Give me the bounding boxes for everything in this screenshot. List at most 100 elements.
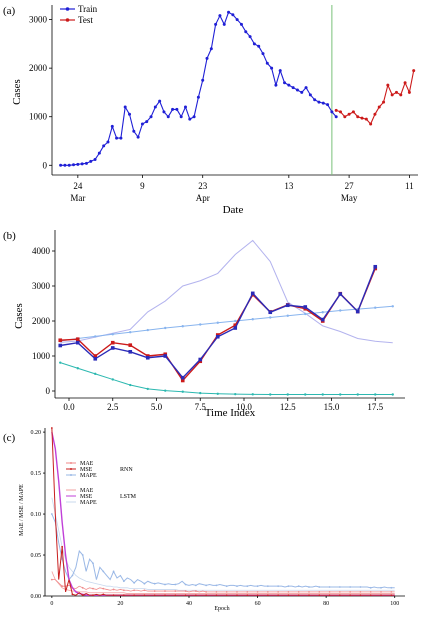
chart-a-point-train: [119, 136, 123, 140]
chart-a-point-train: [231, 13, 235, 17]
chart-c-point-rnn-mae: [153, 590, 156, 592]
chart-c-point-rnn-mape: [112, 570, 115, 573]
chart-a-point-train: [175, 107, 179, 111]
chart-a-point-test: [382, 100, 386, 104]
chart-a-point-train: [106, 140, 110, 144]
legend-test-marker: [65, 18, 70, 22]
chart-c-xtick-label: 20: [117, 601, 123, 607]
chart-c-point-rnn-mape: [205, 584, 208, 587]
legend-marker-rnn-mse: [70, 468, 72, 470]
chart-a-point-test: [343, 115, 347, 119]
chart-a-point-train: [162, 110, 166, 114]
chart-c-point-rnn-mae: [205, 591, 208, 593]
chart-c-point-rnn-mae: [349, 591, 352, 593]
chart-b-xtick-label: 5.0: [151, 402, 163, 412]
chart-b-point-1: [198, 357, 203, 362]
chart-b-point-3: [199, 323, 202, 326]
chart-a-point-train: [80, 162, 84, 166]
chart-a-point-train: [89, 159, 93, 163]
chart-a-point-train: [205, 56, 209, 60]
chart-b-point-3: [304, 312, 307, 316]
legend-label-lstm-mae: MAE: [80, 488, 94, 494]
chart-c-point-rnn-mse: [194, 594, 197, 597]
chart-c-point-rnn-mape: [225, 585, 228, 588]
chart-c-point-rnn-mae: [133, 589, 136, 592]
chart-a-point-train: [63, 163, 67, 167]
legend-test-label: Test: [78, 15, 93, 25]
chart-a: (a) Cases Date 0 1000 2000 3000 24 Mar 9 23 Apr 1…: [3, 4, 418, 216]
chart-c-series-line-rnn-mse: [51, 427, 395, 596]
chart-b-ytick-label: 3000: [32, 281, 51, 291]
chart-c-point-rnn-mae: [61, 585, 64, 588]
chart-a-point-train: [153, 105, 157, 109]
chart-b-point-3: [216, 321, 219, 324]
chart-b-point-4: [234, 392, 237, 396]
chart-b-point-0: [180, 378, 185, 383]
chart-a-ytick-label: 2000: [29, 63, 48, 73]
chart-a-point-train: [300, 90, 304, 94]
chart-c-point-rnn-mae: [225, 591, 228, 593]
chart-a-point-test: [347, 112, 351, 116]
chart-b-point-4: [339, 393, 342, 396]
chart-b-point-1: [128, 350, 133, 354]
chart-a-point-train: [321, 101, 325, 105]
chart-a-point-test: [373, 112, 377, 116]
chart-b-point-1: [320, 317, 325, 322]
chart-c-point-rnn-mse: [174, 594, 177, 597]
chart-a-point-train: [214, 22, 218, 26]
chart-c-point-rnn-mae: [102, 587, 105, 590]
chart-c-point-rnn-mape: [143, 582, 146, 585]
chart-c-point-rnn-mse: [71, 593, 74, 596]
chart-a-point-train: [330, 110, 334, 114]
chart-c-point-rnn-mae: [92, 587, 94, 590]
chart-b-point-4: [94, 372, 97, 376]
chart-a-point-train: [140, 122, 144, 126]
chart-a-ytick-label: 0: [43, 160, 48, 170]
chart-b-point-0: [128, 343, 133, 347]
chart-b-point-4: [321, 393, 324, 396]
chart-b-point-3: [391, 305, 394, 308]
chart-c-series-line-lstm-mae: [51, 571, 395, 594]
chart-a-point-test: [338, 110, 342, 114]
chart-a-xtick-label: 24: [73, 181, 83, 191]
legend-label-rnn-mse: MSE: [80, 467, 93, 473]
legend-label-lstm-mse: MSE: [80, 494, 93, 500]
chart-b-point-1: [215, 334, 220, 339]
chart-c-point-rnn-mae: [318, 591, 321, 593]
chart-b-point-4: [199, 391, 202, 395]
chart-b-point-4: [251, 393, 254, 396]
chart-c-xtick-label: 100: [390, 601, 399, 607]
chart-c-point-rnn-mape: [369, 586, 372, 589]
chart-b-point-1: [110, 346, 115, 350]
chart-c-point-rnn-mape: [359, 586, 362, 588]
chart-b-point-4: [111, 378, 114, 381]
chart-c-ytick-label: 0.10: [31, 512, 42, 518]
chart-a-point-train: [145, 120, 149, 124]
chart-b-point-3: [164, 326, 167, 330]
chart-c-point-rnn-mse: [236, 594, 238, 597]
chart-b-xtick-label: 17.5: [367, 402, 383, 412]
chart-b-point-3: [129, 331, 132, 334]
chart-c-point-rnn-mse: [328, 594, 331, 597]
chart-c-point-rnn-mse: [153, 594, 156, 597]
chart-a-point-train: [326, 103, 330, 107]
chart-c-point-rnn-mape: [297, 585, 300, 588]
chart-a-point-test: [386, 83, 390, 87]
chart-c-point-rnn-mse: [133, 594, 136, 597]
chart-b-point-3: [286, 314, 289, 317]
chart-a-xtick-label: 27: [345, 181, 355, 191]
chart-a-point-train: [270, 66, 274, 70]
chart-a-point-test: [390, 93, 394, 97]
chart-a-point-train: [201, 78, 205, 82]
chart-a-point-train: [317, 100, 321, 104]
chart-a-point-train: [209, 47, 213, 51]
chart-b-point-3: [269, 316, 272, 319]
chart-a-legend: Train Test: [60, 4, 98, 25]
chart-a-point-test: [412, 69, 416, 73]
chart-a-point-test: [334, 108, 338, 112]
chart-c-point-rnn-mae: [369, 591, 372, 593]
chart-b-point-1: [75, 340, 80, 345]
chart-b-point-1: [303, 305, 308, 309]
